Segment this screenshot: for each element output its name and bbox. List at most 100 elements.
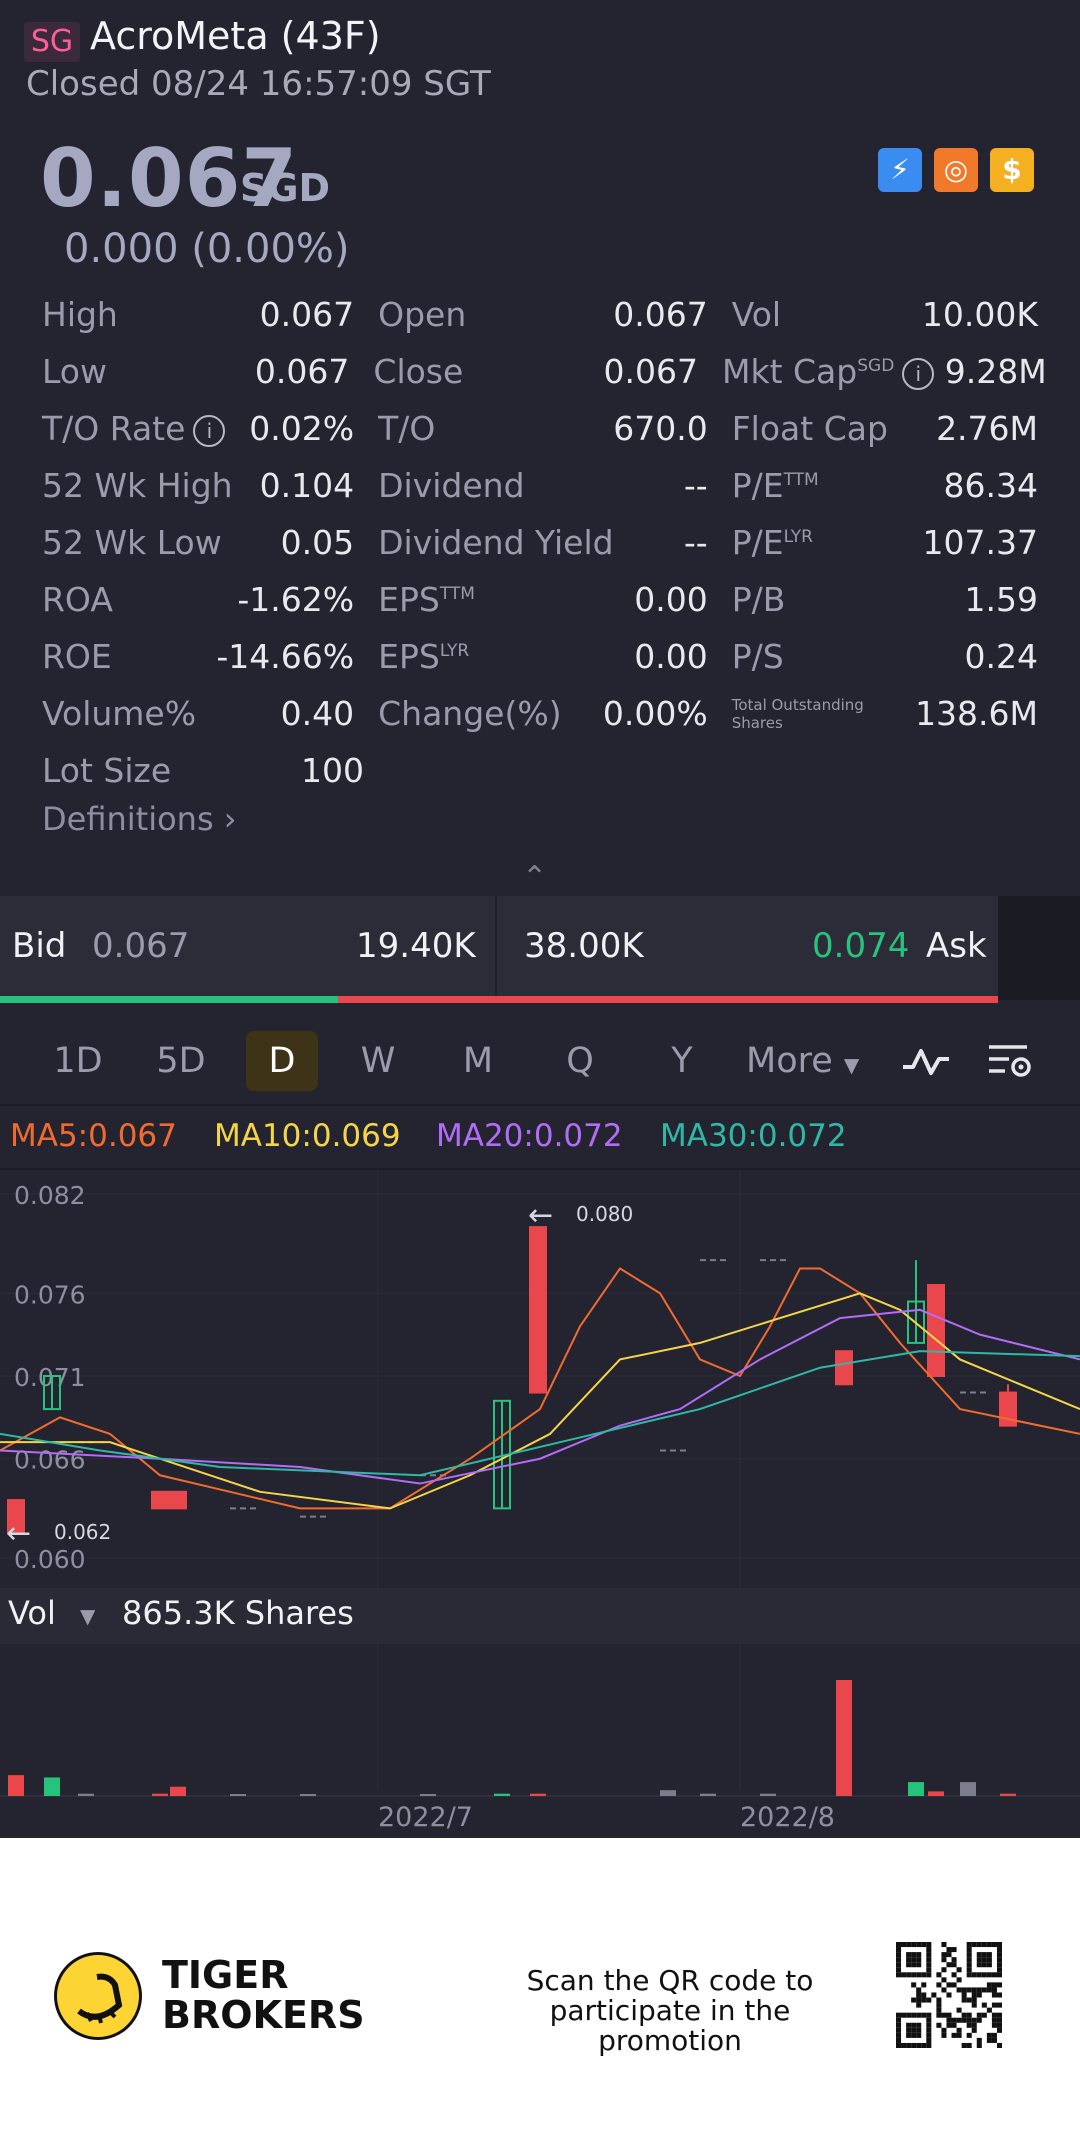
qr-module	[916, 2027, 922, 2033]
stat-label: High	[42, 295, 118, 334]
qr-module	[946, 1962, 952, 1968]
qr-module	[916, 1987, 922, 1993]
qr-module	[971, 1942, 977, 1948]
stat-label: Volume%	[42, 694, 197, 733]
volume-total: 865.3K Shares	[122, 1594, 354, 1632]
chart-badge-icon[interactable]: ◎	[934, 148, 978, 192]
qr-module	[896, 2017, 902, 2023]
qr-module	[986, 1987, 992, 1993]
definitions-link[interactable]: Definitions ›	[42, 800, 237, 838]
qr-module	[946, 1992, 952, 1998]
volume-bar	[1000, 1793, 1016, 1796]
caret-down-icon[interactable]: ▼	[80, 1604, 96, 1628]
dollar-icon[interactable]: $	[990, 148, 1034, 192]
qr-module	[976, 1972, 982, 1978]
candle-body	[7, 1499, 25, 1535]
stat-label: Dividend Yield	[378, 523, 614, 562]
qr-module	[951, 2022, 957, 2028]
bid-ask-side-panel	[998, 896, 1080, 1000]
qr-module	[951, 1972, 957, 1978]
collapse-chevron-icon[interactable]: ⌃	[522, 860, 548, 895]
stat-value: 0.067	[603, 352, 698, 391]
qr-module	[896, 2042, 902, 2048]
tab-quarter[interactable]: Q	[566, 1041, 594, 1081]
qr-module	[906, 1942, 912, 1948]
qr-module	[966, 1967, 972, 1973]
qr-module	[986, 1982, 992, 1988]
stat-label: ROA	[42, 580, 113, 619]
qr-module	[936, 2022, 942, 2028]
qr-code-icon[interactable]	[896, 1942, 1002, 2048]
stat-value: 10.00K	[921, 295, 1039, 334]
stat-label: Mkt CapSGD	[722, 352, 895, 391]
lightning-icon[interactable]: ⚡	[878, 148, 922, 192]
tab-1d[interactable]: 1D	[53, 1041, 103, 1081]
stats-grid: High 0.067 Open 0.067 Vol 10.00K Low 0.067 C…	[42, 286, 1047, 799]
y-tick-label: 0.066	[14, 1446, 86, 1475]
caret-down-icon: ▼	[843, 1053, 860, 1077]
info-icon[interactable]: i	[193, 414, 226, 447]
candle-body	[835, 1350, 853, 1386]
qr-module	[996, 2012, 1002, 2018]
divider	[0, 1168, 1080, 1170]
stat-value: 0.00	[634, 580, 708, 619]
qr-module	[911, 1962, 917, 1968]
price-change: 0.000 (0.00%)	[64, 226, 350, 272]
info-icon[interactable]: i	[902, 357, 935, 390]
qr-module	[916, 1952, 922, 1958]
indicator-icon[interactable]	[901, 1041, 951, 1081]
qr-module	[981, 1952, 987, 1958]
stat-value: 0.02%	[249, 409, 355, 448]
qr-module	[916, 1972, 922, 1978]
tab-5d[interactable]: 5D	[156, 1041, 206, 1081]
volume-bar	[420, 1794, 436, 1796]
qr-module	[986, 2032, 992, 2038]
qr-module	[966, 1947, 972, 1953]
chart-settings-icon[interactable]	[987, 1041, 1033, 1081]
qr-module	[961, 2042, 967, 2048]
stat-label: EPSTTM	[378, 580, 475, 619]
tab-year[interactable]: Y	[671, 1041, 693, 1081]
qr-module	[911, 1942, 917, 1948]
qr-module	[956, 2007, 962, 2013]
qr-module	[921, 2012, 927, 2018]
qr-module	[991, 2017, 997, 2023]
qr-module	[941, 2032, 947, 2038]
tab-more[interactable]: More ▼	[746, 1041, 860, 1081]
stat-label: Open	[378, 295, 467, 334]
qr-module	[946, 2012, 952, 2018]
volume-bar	[760, 1793, 776, 1796]
qr-module	[926, 1967, 932, 1973]
stat-value: 1.59	[964, 580, 1039, 619]
qr-module	[916, 2022, 922, 2028]
qr-module	[971, 1992, 977, 1998]
qr-module	[941, 1957, 947, 1963]
qr-module	[951, 2017, 957, 2023]
qr-module	[991, 2037, 997, 2043]
volume-label[interactable]: Vol	[8, 1594, 56, 1632]
qr-module	[911, 2027, 917, 2033]
qr-module	[991, 1992, 997, 1998]
stat-value: 0.24	[964, 637, 1039, 676]
qr-module	[971, 1987, 977, 1993]
candle-body	[151, 1490, 169, 1510]
qr-module	[926, 2027, 932, 2033]
tab-day[interactable]: D	[246, 1031, 318, 1091]
qr-module	[951, 1982, 957, 1988]
tab-week[interactable]: W	[360, 1041, 396, 1081]
stat-label: Close	[373, 352, 464, 391]
stat-label: Vol	[731, 295, 782, 334]
qr-module	[986, 1962, 992, 1968]
tab-month[interactable]: M	[462, 1041, 494, 1081]
stat-value: 0.00	[634, 637, 708, 676]
qr-module	[986, 1972, 992, 1978]
stat-label: ROE	[42, 637, 112, 676]
qr-module	[926, 1997, 932, 2003]
volume-bar	[530, 1793, 546, 1796]
x-tick-label: 2022/8	[740, 1802, 835, 1833]
qr-module	[916, 2042, 922, 2048]
volume-bar	[300, 1794, 316, 1796]
qr-module	[976, 2017, 982, 2023]
qr-module	[921, 1942, 927, 1948]
price-chart[interactable]: 0.082 0.076 0.071 0.066 0.060 0.080 ← 0.062 ←	[0, 0, 1080, 1838]
